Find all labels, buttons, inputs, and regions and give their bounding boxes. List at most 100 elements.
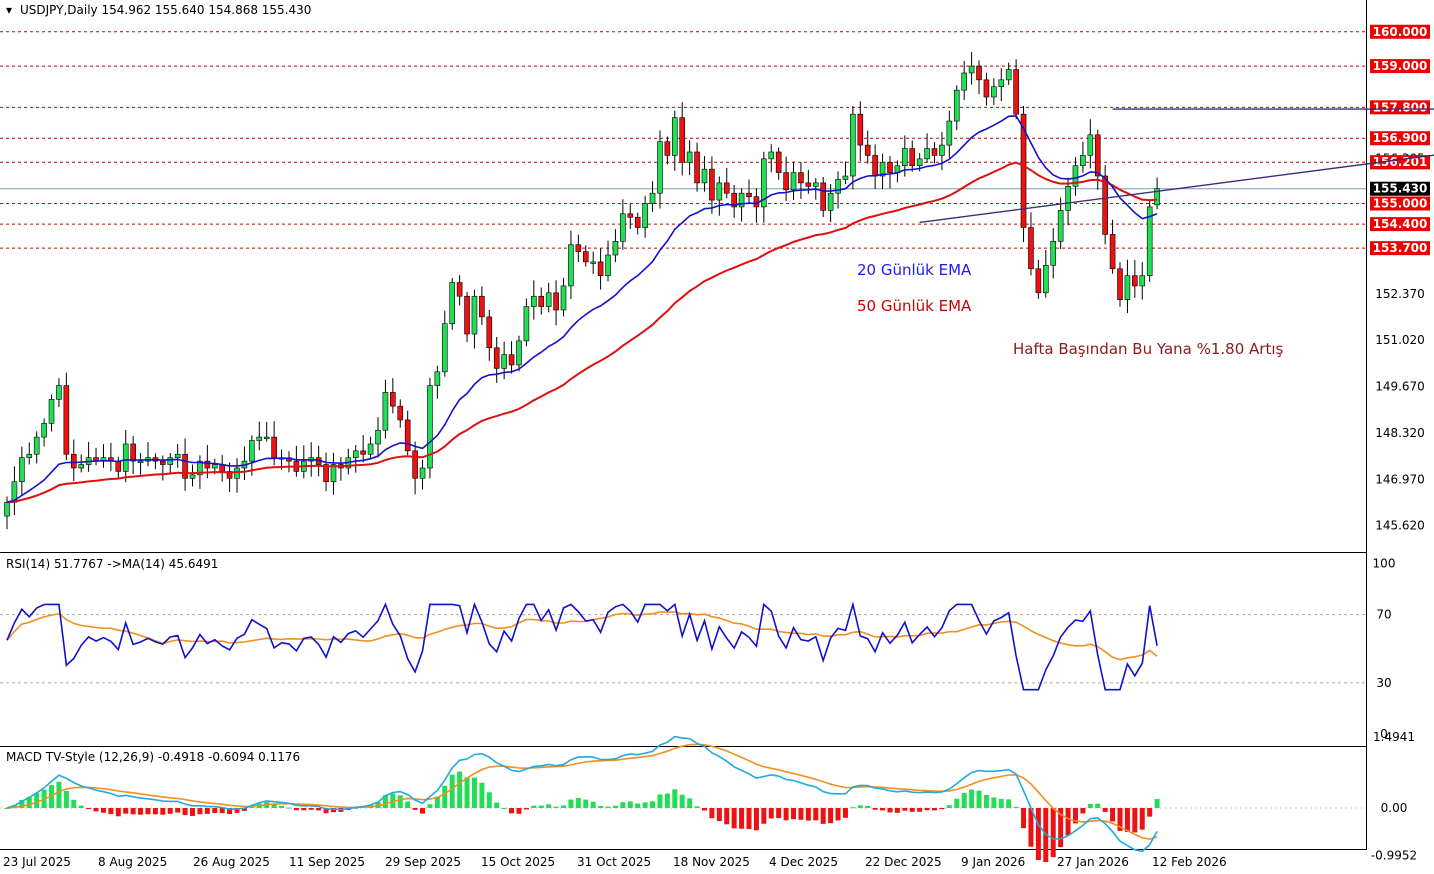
- rsi-panel: [0, 601, 1366, 691]
- candle-body-109: [812, 182, 819, 187]
- level-tag-label-5: 155.000: [1373, 197, 1428, 211]
- macd-hist-bar-95: [709, 808, 715, 819]
- macd-hist-bar-68: [509, 808, 515, 814]
- date-tick-12: 12 Feb 2026: [1152, 855, 1227, 869]
- candle-body-127: [946, 120, 953, 146]
- macd-hist-bar-138: [1028, 808, 1034, 847]
- macd-hist-bar-151: [1124, 808, 1130, 832]
- macd-hist-bar-28: [212, 808, 218, 813]
- macd-hist-bar-81: [605, 806, 611, 808]
- candle-body-139: [1035, 268, 1042, 294]
- candle-body-155: [1154, 188, 1160, 206]
- macd-hist-bar-118: [880, 808, 886, 811]
- macd-hist-bar-146: [1087, 803, 1093, 808]
- candle-body-7: [56, 385, 62, 400]
- candle-body-138: [1028, 227, 1034, 270]
- dropdown-triangle-icon[interactable]: ▾: [6, 3, 12, 17]
- support-resistance-levels: 160.000 159.000 157.800 156.900 156.201 155.0…: [0, 24, 1430, 256]
- candle-body-110: [820, 182, 827, 211]
- macd-hist-bar-145: [1080, 808, 1086, 814]
- macd-hist-bar-16: [123, 808, 129, 814]
- candle-body-33: [249, 440, 255, 462]
- candle-body-135: [1005, 69, 1012, 81]
- macd-hist-bar-10: [78, 805, 84, 808]
- level-tag-cover-label: 156.201: [1373, 155, 1428, 169]
- candle-body-130: [968, 65, 975, 74]
- date-tick-6: 31 Oct 2025: [577, 855, 651, 869]
- macd-hist-bar-29: [219, 808, 225, 814]
- candle-body-108: [805, 182, 812, 187]
- date-tick-8: 4 Dec 2025: [769, 855, 838, 869]
- macd-hist-bar-70: [523, 808, 529, 810]
- price-tick-0: 145.620: [1375, 519, 1425, 533]
- macd-hist-bar-19: [145, 808, 151, 815]
- candle-body-22: [167, 457, 174, 465]
- candle-body-15: [115, 460, 122, 472]
- macd-hist-bar-31: [234, 808, 240, 813]
- macd-hist-bar-3: [26, 796, 32, 808]
- candle-body-128: [953, 89, 960, 122]
- candle-body-140: [1043, 265, 1049, 294]
- level-tag-6: [1370, 217, 1430, 232]
- candle-body-30: [226, 471, 233, 479]
- candle-body-49: [367, 443, 374, 455]
- macd-hist-bar-122: [909, 808, 915, 812]
- macd-hist-bar-39: [293, 808, 299, 811]
- candle-body-136: [1013, 69, 1019, 115]
- candle-body-68: [508, 354, 515, 366]
- price-tick-3: 149.670: [1375, 380, 1425, 394]
- macd-hist-bar-147: [1095, 803, 1101, 808]
- candle-body-113: [842, 175, 849, 180]
- macd-hist-bar-144: [1072, 808, 1078, 824]
- candle-body-133: [991, 86, 997, 98]
- macd-hist-bar-64: [479, 782, 485, 808]
- candle-body-36: [271, 436, 277, 458]
- candle-body-96: [716, 182, 723, 201]
- macd-hist-bar-80: [598, 806, 604, 808]
- level-tag-label-6: 154.400: [1373, 217, 1428, 231]
- macd-hist-bar-53: [397, 795, 403, 808]
- candle-body-50: [375, 429, 381, 445]
- macd-hist-bar-74: [553, 806, 559, 808]
- ema50-line: [6, 161, 1158, 504]
- macd-hist-bar-56: [420, 808, 426, 814]
- macd-hist-bar-43: [323, 808, 329, 814]
- candle-body-16: [122, 443, 129, 472]
- candle-body-83: [620, 213, 626, 242]
- trendline-1: [919, 154, 1434, 224]
- candle-body-117: [872, 155, 878, 177]
- level-tag-2: [1370, 100, 1430, 115]
- date-tick-11: 27 Jan 2026: [1057, 855, 1129, 869]
- macd-hist-bar-55: [412, 808, 418, 810]
- candle-body-53: [397, 405, 404, 421]
- candle-body-73: [545, 292, 552, 307]
- candle-body-111: [827, 192, 834, 211]
- candle-body-102: [761, 158, 767, 208]
- macd-hist-bar-54: [405, 801, 411, 808]
- macd-hist-bar-1: [11, 805, 17, 808]
- macd-hist-bar-112: [835, 808, 841, 821]
- candle-body-122: [909, 148, 916, 167]
- candle-body-47: [352, 450, 359, 458]
- macd-hist-bar-97: [724, 808, 730, 825]
- candle-body-141: [1050, 240, 1057, 266]
- macd-hist-bar-13: [100, 808, 106, 813]
- macd-hist-bar-2: [19, 800, 25, 808]
- candle-body-5: [41, 423, 47, 438]
- candle-body-129: [961, 72, 967, 91]
- candle-body-121: [902, 148, 908, 167]
- macd-hist-bar-72: [538, 805, 544, 808]
- macd-hist-bar-148: [1102, 808, 1108, 812]
- macd-hist-bar-42: [316, 808, 322, 811]
- macd-hist-bar-25: [190, 808, 195, 816]
- macd-hist-bar-75: [561, 805, 566, 808]
- price-tick-4: 151.020: [1375, 333, 1425, 347]
- macd-hist-bar-88: [657, 794, 663, 808]
- candle-body-112: [835, 179, 841, 194]
- macd-hist-bar-23: [175, 808, 181, 813]
- candle-body-66: [493, 347, 500, 369]
- candle-body-21: [160, 460, 166, 465]
- ema20-annotation: 20 Günlük EMA: [857, 261, 972, 279]
- date-tick-0: 23 Jul 2025: [3, 855, 71, 869]
